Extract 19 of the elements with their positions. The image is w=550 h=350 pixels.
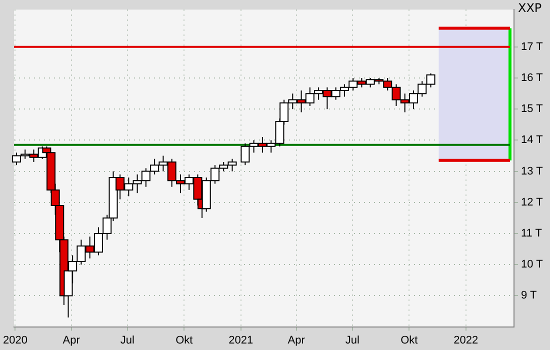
y-tick-label: 9 T: [520, 290, 537, 302]
y-tick-label: 13 T: [520, 165, 544, 178]
x-tick-label: 2020: [2, 334, 28, 346]
y-tick-label: 17 T: [520, 40, 544, 53]
y-tick-label: 15 T: [520, 103, 544, 116]
x-tick-label: Okt: [400, 334, 418, 346]
y-tick-label: 11 T: [520, 228, 542, 240]
chart-title: XXP: [518, 1, 542, 16]
x-tick-label: Okt: [176, 334, 193, 346]
x-tick-label: 2021: [228, 334, 254, 346]
x-tick-label: 2022: [454, 334, 478, 346]
x-tick-label: Jul: [345, 334, 360, 346]
y-tick-label: 16 T: [520, 72, 544, 84]
x-tick-label: Apr: [62, 334, 80, 346]
y-tick-label: 14 T: [520, 134, 544, 146]
y-tick-label: 10 T: [520, 258, 544, 271]
y-tick-label: 12 T: [520, 196, 544, 208]
x-tick-label: Jul: [120, 334, 134, 346]
x-tick-label: Apr: [288, 334, 306, 346]
